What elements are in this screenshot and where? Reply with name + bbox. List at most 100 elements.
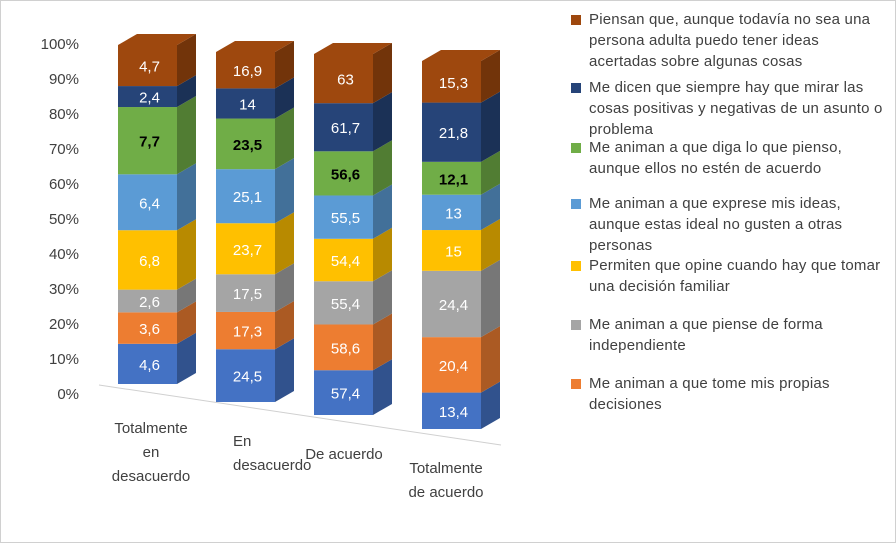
data-label: 21,8 xyxy=(439,125,468,142)
y-tick-label: 50% xyxy=(49,211,79,228)
data-label: 4,7 xyxy=(139,59,160,76)
bar-segment xyxy=(216,88,275,119)
category-label: Totalmente en desacuerdo xyxy=(112,420,190,485)
bar-segment-side xyxy=(373,43,392,104)
data-label: 2,6 xyxy=(139,294,160,311)
bar-segment xyxy=(422,230,481,271)
bar-top-face xyxy=(118,34,196,45)
bar-segment xyxy=(314,103,373,152)
bar-segment xyxy=(118,343,177,384)
bar-segment xyxy=(422,392,481,429)
bar-segment-side xyxy=(481,50,500,103)
data-label: 4,6 xyxy=(139,357,160,374)
bar-segment-side xyxy=(177,96,196,175)
bar-segment-side xyxy=(275,107,294,170)
bar-segment xyxy=(118,289,177,313)
bar-segment-side xyxy=(275,338,294,402)
bar-segment-side xyxy=(373,313,392,371)
bar-segment-side xyxy=(481,219,500,271)
bar-segment xyxy=(118,230,177,290)
bar-top-face xyxy=(216,41,294,52)
bar-segment xyxy=(216,52,275,89)
data-label: 14 xyxy=(239,96,256,113)
bar-segment xyxy=(314,195,373,239)
bar-segment xyxy=(422,161,481,195)
data-label: 13,4 xyxy=(439,404,468,421)
bar-segment-side xyxy=(177,278,196,313)
data-label: 57,4 xyxy=(331,386,360,403)
bar-segment xyxy=(314,370,373,415)
y-tick-label: 100% xyxy=(41,36,79,53)
category-label: En desacuerdo xyxy=(233,433,311,474)
y-tick-label: 80% xyxy=(49,106,79,123)
legend-item: Me animan a que diga lo que pienso, aunq… xyxy=(571,137,889,179)
legend-label: Me animan a que tome mis propias decisio… xyxy=(589,375,830,413)
legend-item: Piensan que, aunque todavía no sea una p… xyxy=(571,9,889,72)
bar-segment-side xyxy=(275,212,294,275)
bar-segment-side xyxy=(177,163,196,231)
bar-segment xyxy=(314,54,373,104)
bar-top-face xyxy=(314,43,392,54)
bar-segment-side xyxy=(177,332,196,384)
data-label: 61,7 xyxy=(331,120,360,137)
bar-segment xyxy=(314,281,373,325)
bar-segment-side xyxy=(481,381,500,429)
legend-swatch xyxy=(571,143,581,153)
legend-swatch xyxy=(571,15,581,25)
y-tick-label: 0% xyxy=(57,386,79,403)
legend-label: Me animan a que piense de forma independ… xyxy=(589,316,823,354)
bar-segment-side xyxy=(275,77,294,119)
data-label: 56,6 xyxy=(331,166,360,183)
bar-segment xyxy=(422,270,481,338)
bar-top-face xyxy=(422,50,500,61)
legend-label: Me dicen que siempre hay que mirar las c… xyxy=(589,79,883,138)
bar-segment xyxy=(314,324,373,371)
data-label: 17,5 xyxy=(233,286,262,303)
bar-segment-side xyxy=(177,219,196,290)
data-label: 7,7 xyxy=(139,134,160,151)
legend-item: Me dicen que siempre hay que mirar las c… xyxy=(571,77,889,140)
legend-label: Me animan a que exprese mis ideas, aunqu… xyxy=(589,195,843,254)
legend-label: Permiten que opine cuando hay que tomar … xyxy=(589,257,881,295)
y-tick-label: 20% xyxy=(49,316,79,333)
bar-segment xyxy=(216,274,275,312)
bar-segment-side xyxy=(373,270,392,325)
data-label: 13 xyxy=(445,205,462,222)
data-label: 20,4 xyxy=(439,358,468,375)
bar-segment-side xyxy=(373,140,392,196)
data-label: 25,1 xyxy=(233,189,262,206)
bar-segment-side xyxy=(373,184,392,239)
bar-segment-side xyxy=(481,91,500,162)
legend-swatch xyxy=(571,379,581,389)
bar-segment xyxy=(422,102,481,162)
bar-segment xyxy=(422,194,481,231)
legend-item: Me animan a que tome mis propias decisio… xyxy=(571,373,889,415)
bar-segment xyxy=(314,238,373,282)
legend-item: Me animan a que exprese mis ideas, aunqu… xyxy=(571,193,889,256)
data-label: 12,1 xyxy=(439,171,468,188)
floor-line xyxy=(98,384,502,446)
bar-segment-side xyxy=(177,34,196,87)
bar-segment-side xyxy=(481,183,500,231)
bar-segment-side xyxy=(481,259,500,338)
bar-segment xyxy=(216,349,275,402)
data-label: 23,5 xyxy=(233,137,262,154)
legend-swatch xyxy=(571,320,581,330)
bar-segment xyxy=(118,312,177,344)
y-tick-label: 10% xyxy=(49,351,79,368)
bar-segment xyxy=(216,118,275,170)
data-label: 24,5 xyxy=(233,369,262,386)
legend-swatch xyxy=(571,261,581,271)
data-label: 55,4 xyxy=(331,296,360,313)
legend-swatch xyxy=(571,83,581,93)
data-label: 63 xyxy=(337,72,354,89)
data-label: 54,4 xyxy=(331,253,360,270)
y-tick-label: 90% xyxy=(49,71,79,88)
data-label: 58,6 xyxy=(331,340,360,357)
bar-segment-side xyxy=(177,75,196,108)
data-label: 2,4 xyxy=(139,90,160,107)
legend-item: Permiten que opine cuando hay que tomar … xyxy=(571,255,889,297)
legend-label: Me animan a que diga lo que pienso, aunq… xyxy=(589,139,843,177)
